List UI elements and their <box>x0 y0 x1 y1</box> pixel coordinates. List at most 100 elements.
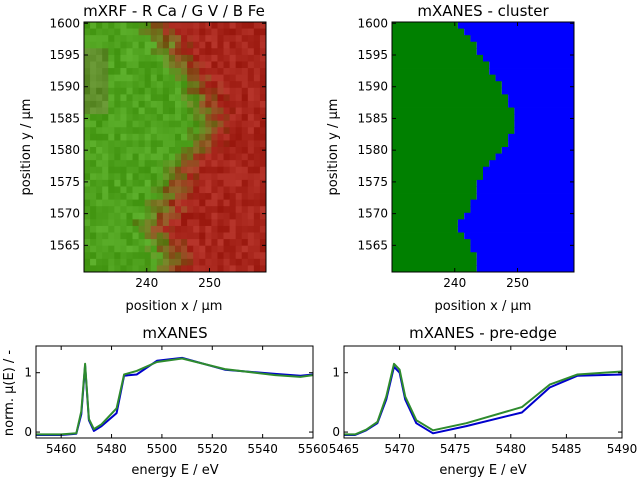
plot-frame <box>391 21 575 273</box>
heatmap-cell <box>102 140 109 148</box>
heatmap-cell <box>96 107 103 115</box>
axis-ticks: 240 250 1565 1570 1575 1580 1585 1590 1595 1600 <box>49 16 266 290</box>
heatmap-cell <box>259 140 267 148</box>
heatmap-cell <box>144 265 152 273</box>
cluster-1-row <box>470 199 574 207</box>
heatmap-cell <box>90 68 97 76</box>
heatmap-cell <box>175 206 182 214</box>
series-lines <box>344 362 623 436</box>
heatmap-cell <box>150 41 158 49</box>
heatmap-cell <box>84 206 91 214</box>
heatmap-cell <box>259 81 267 89</box>
cluster-0-row <box>392 179 477 187</box>
heatmap-cell <box>193 133 200 141</box>
heatmap-cell <box>187 100 194 108</box>
heatmap-cell <box>144 239 152 247</box>
heatmap-cell <box>193 61 200 69</box>
heatmap-cell <box>223 173 230 181</box>
cluster-0-row <box>392 100 509 108</box>
heatmap-cell <box>199 120 206 128</box>
heatmap-cell <box>84 74 91 82</box>
heatmap-cell <box>211 245 218 253</box>
heatmap-cell <box>168 147 176 154</box>
heatmap-cell <box>120 127 127 135</box>
heatmap-cell <box>247 265 255 273</box>
panel-title: mXANES <box>142 324 207 342</box>
heatmap-cell <box>253 160 261 168</box>
axis-ticks: 5460 5480 5500 5520 5540 5560 0 1 <box>24 346 328 456</box>
heatmap-cell <box>193 81 200 89</box>
heatmap-cell <box>168 160 176 168</box>
x-tick-label: 5460 <box>46 442 77 456</box>
x-tick-label: 240 <box>135 276 158 290</box>
heatmap-cell <box>138 22 146 29</box>
heatmap-cell <box>187 22 194 29</box>
heatmap-cell <box>114 94 121 102</box>
heatmap-cell <box>156 160 164 168</box>
heatmap-cell <box>114 193 121 201</box>
heatmap-cell <box>199 252 206 260</box>
heatmap-cell <box>241 68 249 76</box>
heatmap-cell <box>181 94 188 102</box>
heatmap-cell <box>96 68 103 76</box>
heatmap-cell <box>205 160 212 168</box>
heatmap-cell <box>162 212 170 220</box>
heatmap-cell <box>181 120 188 128</box>
heatmap-cell <box>90 114 97 122</box>
cluster-0-row <box>392 252 477 260</box>
heatmap-cell <box>211 186 218 194</box>
heatmap-cell <box>138 81 146 89</box>
heatmap-cell <box>241 173 249 181</box>
heatmap-cell <box>162 28 170 36</box>
heatmap-cell <box>253 22 261 29</box>
heatmap-cell <box>193 68 200 76</box>
heatmap-cell <box>132 68 139 76</box>
heatmap-cell <box>90 153 97 161</box>
heatmap-cell <box>126 265 133 273</box>
heatmap-cell <box>199 153 206 161</box>
heatmap-cell <box>199 61 206 69</box>
heatmap-cell <box>120 61 127 69</box>
heatmap-cell <box>108 232 115 240</box>
heatmap-cell <box>217 147 224 154</box>
heatmap-cell <box>229 48 237 56</box>
heatmap-cell <box>223 219 230 227</box>
heatmap-cell <box>90 199 97 207</box>
heatmap-cell <box>205 179 212 187</box>
heatmap-cell <box>253 186 261 194</box>
heatmap-cell <box>156 133 164 141</box>
heatmap-cell <box>132 74 139 82</box>
heatmap-cell <box>90 206 97 214</box>
heatmap-cell <box>205 22 212 29</box>
heatmap-cell <box>211 94 218 102</box>
heatmap-cell <box>229 258 237 266</box>
heatmap-cell <box>126 232 133 240</box>
heatmap-cell <box>114 206 121 214</box>
heatmap-cell <box>199 35 206 43</box>
heatmap-cell <box>120 225 127 233</box>
heatmap-cell <box>132 219 139 227</box>
heatmap-cell <box>84 265 91 273</box>
heatmap-cell <box>144 120 152 128</box>
heatmap-cell <box>126 41 133 49</box>
heatmap-cell <box>253 245 261 253</box>
panel-title: mXANES - cluster <box>417 2 549 20</box>
heatmap-cell <box>96 28 103 36</box>
heatmap-cell <box>90 186 97 194</box>
heatmap-cell <box>126 245 133 253</box>
heatmap-cell <box>187 173 194 181</box>
heatmap-cell <box>241 107 249 115</box>
heatmap-cell <box>102 153 109 161</box>
cluster-1-row <box>470 239 574 247</box>
heatmap-cell <box>229 61 237 69</box>
heatmap-cell <box>211 61 218 69</box>
heatmap-cell <box>211 265 218 273</box>
heatmap-cell <box>223 179 230 187</box>
cluster-0-row <box>392 245 471 253</box>
heatmap-cell <box>205 239 212 247</box>
heatmap-cell <box>150 68 158 76</box>
heatmap-cell <box>223 239 230 247</box>
cluster-0-row <box>392 94 509 102</box>
heatmap-cell <box>90 140 97 148</box>
heatmap-cell <box>102 74 109 82</box>
